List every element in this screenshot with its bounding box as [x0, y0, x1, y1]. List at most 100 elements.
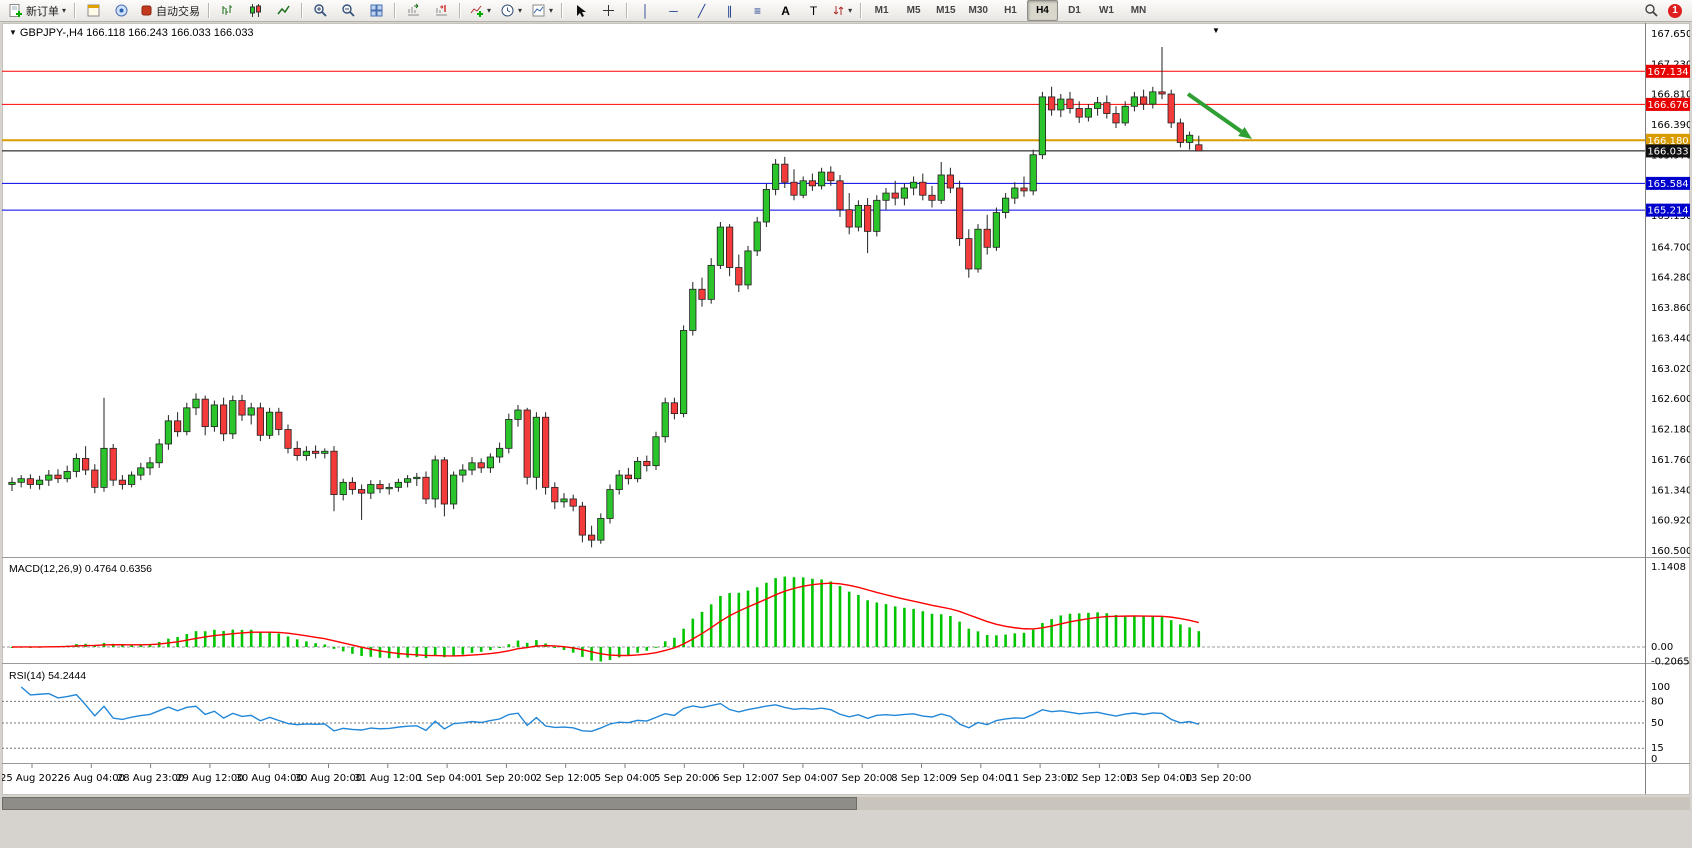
text-tool-button[interactable]: A [772, 0, 799, 21]
arrow-annotation-shaft[interactable] [1186, 92, 1243, 134]
candle [661, 402, 669, 438]
candle [1066, 98, 1074, 109]
candle [1158, 91, 1166, 95]
timeframe-m30-button[interactable]: M30 [968, 5, 988, 16]
candle [422, 476, 430, 500]
macd-bar [378, 647, 382, 658]
line-chart-button[interactable] [270, 0, 297, 21]
time-axis-label: 29 Aug 12:00 [176, 773, 243, 784]
macd-bar [765, 582, 768, 647]
macd-bar [268, 631, 271, 647]
template-icon [531, 3, 546, 18]
macd-bar [111, 643, 115, 647]
channel-tool-button[interactable]: ∥ [716, 0, 743, 21]
crosshair-button[interactable] [595, 0, 622, 21]
horizontal-line-icon: ─ [669, 3, 678, 18]
candle [781, 163, 789, 183]
horizontal-scrollbar-thumb[interactable] [2, 797, 857, 810]
macd-bar [406, 647, 409, 658]
candle [505, 419, 513, 449]
auto-scroll-button[interactable] [400, 0, 427, 21]
time-axis-label: 31 Aug 12:00 [354, 773, 421, 784]
template-button[interactable]: ▾ [527, 0, 557, 21]
price-tag-label: 166.033 [1647, 146, 1688, 157]
macd-bar [820, 579, 823, 647]
add-indicator-button[interactable]: ▾ [465, 0, 495, 21]
new-order-button[interactable]: 新订单 ▾ [4, 0, 70, 21]
bar-chart-button[interactable] [214, 0, 241, 21]
chart-canvas[interactable]: 167.650167.230166.810166.390165.970165.5… [2, 23, 1690, 795]
auto-trading-button[interactable]: 自动交易 [136, 0, 204, 21]
horizontal-line-tool-button[interactable]: ─ [660, 0, 687, 21]
candlestick-chart-button[interactable] [242, 0, 269, 21]
label-tool-button[interactable]: T [800, 0, 827, 21]
candle [155, 443, 163, 464]
candle [956, 187, 964, 240]
timeframe-m5-button[interactable]: M5 [906, 5, 921, 16]
candle [882, 192, 890, 201]
chart-shift-marker-icon[interactable]: ▼ [1212, 26, 1220, 35]
price-tag-label: 165.214 [1647, 206, 1688, 217]
auto-trading-label: 自动交易 [156, 5, 201, 18]
candle [1075, 108, 1083, 118]
rsi-axis-label: 0 [1651, 754, 1657, 765]
candle [63, 471, 71, 480]
search-button[interactable] [1638, 0, 1665, 21]
chart-window[interactable]: 167.650167.230166.810166.390165.970165.5… [2, 23, 1690, 795]
time-axis-label: 2 Sep 12:00 [536, 773, 596, 784]
timeframe-h1-button[interactable]: H1 [1004, 5, 1017, 16]
candle [348, 481, 357, 490]
market-watch-button[interactable] [80, 0, 107, 21]
candle [762, 189, 771, 223]
macd-bar [709, 604, 713, 647]
navigator-icon [114, 3, 129, 18]
timeframe-h4-button[interactable]: H4 [1026, 0, 1058, 21]
timeframe-mn-button[interactable]: MN [1130, 5, 1147, 16]
arrow-annotation-head[interactable] [1238, 127, 1252, 139]
text-tool-icon: A [781, 3, 790, 18]
macd-bar [673, 637, 676, 647]
period-button[interactable]: ▾ [496, 0, 526, 21]
horizontal-scrollbar[interactable] [2, 797, 1690, 810]
navigator-button[interactable] [108, 0, 135, 21]
macd-bar [728, 593, 731, 647]
arrows-icon [832, 4, 845, 17]
shapes-tool-button[interactable]: ▾ [828, 0, 856, 21]
timeframe-m1-button[interactable]: M1 [874, 5, 889, 16]
price-axis-label: 163.860 [1651, 303, 1690, 314]
timeframe-group: M1 M5 M15 M30 H1 H4 D1 W1 MN [866, 0, 1154, 21]
candle [173, 420, 182, 433]
vertical-line-tool-button[interactable]: │ [632, 0, 659, 21]
cursor-button[interactable] [567, 0, 594, 21]
candle [477, 462, 485, 469]
price-axis-label: 160.500 [1651, 546, 1690, 557]
tile-windows-button[interactable] [363, 0, 390, 21]
timeframe-m15-button[interactable]: M15 [936, 5, 956, 16]
trendline-icon: ╱ [697, 3, 706, 18]
zoom-out-button[interactable] [335, 0, 362, 21]
candle [385, 486, 393, 490]
notification-badge[interactable]: 1 [1668, 3, 1682, 18]
line-chart-icon [276, 3, 291, 18]
macd-bar [10, 647, 14, 648]
macd-bar [360, 647, 363, 656]
candle [854, 204, 863, 228]
fibonacci-tool-button[interactable]: ≡ [744, 0, 771, 21]
price-axis-label: 161.760 [1651, 455, 1690, 466]
macd-bar [903, 607, 906, 647]
chart-shift-button[interactable] [428, 0, 455, 21]
macd-bar [995, 635, 998, 647]
macd-bar [121, 644, 124, 647]
price-axis-label: 163.440 [1651, 333, 1690, 344]
price-axis-label: 162.600 [1651, 394, 1690, 405]
toolbar-separator [208, 3, 211, 18]
timeframe-d1-button[interactable]: D1 [1068, 5, 1081, 16]
macd-bar [1151, 616, 1155, 647]
candle [1057, 98, 1065, 111]
zoom-in-button[interactable] [307, 0, 334, 21]
candle [17, 478, 25, 483]
timeframe-w1-button[interactable]: W1 [1098, 5, 1114, 16]
trendline-tool-button[interactable]: ╱ [688, 0, 715, 21]
macd-bar [1142, 616, 1145, 647]
